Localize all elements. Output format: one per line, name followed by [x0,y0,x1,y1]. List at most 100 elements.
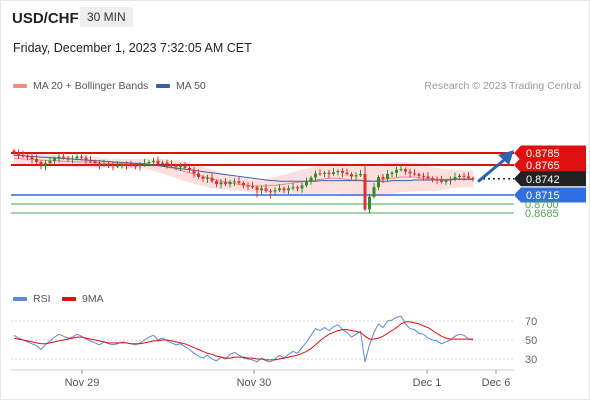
rsi-tick-1: 50 [525,335,537,347]
candle-body-4 [30,157,34,159]
price-level-label-5: 0.8685 [525,208,559,220]
candle-body-82 [381,177,385,179]
candle-body-32 [156,160,160,164]
candle-body-25 [125,164,128,166]
candle-body-91 [422,175,425,177]
candle-body-102 [471,178,475,180]
candle-body-67 [314,173,317,178]
price-level-box-2 [514,171,586,187]
candle-body-14 [75,156,79,159]
candle-body-96 [444,180,448,182]
candle-body-79 [368,196,371,210]
candle-body-11 [62,156,65,158]
price-level-label-2: 0.8742 [526,174,560,186]
price-level-label-4: 0.8700 [525,199,559,211]
price-level-box-3 [514,187,586,203]
candle-body-83 [386,174,389,179]
candle-body-35 [170,164,173,166]
candle-body-58 [273,190,277,192]
candle-body-31 [152,160,155,162]
candle-body-54 [255,187,259,191]
candle-body-46 [219,182,223,185]
ma20-label: MA 20 + Bollinger Bands [33,80,149,92]
candle-body-52 [246,185,250,187]
candle-body-21 [107,163,110,165]
candle-body-90 [417,174,421,176]
candle-body-88 [408,171,412,174]
price-level-box-0 [514,145,586,161]
candle-body-9 [53,158,56,161]
candle-body-5 [35,159,38,162]
chart-header: USD/CHF 30 MIN [0,0,590,36]
candle-body-68 [318,173,322,175]
candle-body-2 [21,154,25,156]
candle-body-71 [332,172,335,174]
candle-body-64 [300,185,304,189]
candle-body-10 [57,156,61,159]
candle-body-61 [287,188,290,191]
candle-body-17 [89,160,92,162]
timeframe-button[interactable]: 30 MIN [80,7,133,27]
candle-body-22 [111,165,115,167]
candle-body-26 [129,165,133,166]
candle-body-44 [210,177,214,182]
credit-label: Research © 2023 Trading Central [424,80,581,92]
candle-body-85 [395,169,398,173]
candle-body-8 [48,160,52,164]
candle-body-77 [359,174,362,176]
candle-body-87 [404,169,407,172]
candle-body-19 [98,163,101,165]
ma20-swatch [13,84,27,89]
candle-body-70 [327,172,331,174]
candle-body-42 [201,177,205,179]
symbol-label[interactable]: USD/CHF [12,10,79,27]
candle-body-0 [12,150,16,153]
candle-body-74 [345,172,349,174]
rsi-label: RSI [33,293,51,305]
candle-body-93 [431,178,434,180]
candle-body-13 [71,158,74,160]
price-level-label-0: 0.8785 [526,148,560,160]
candle-body-33 [161,162,164,164]
price-level-box-1 [514,157,586,173]
candle-body-23 [116,165,119,167]
projection-arrow-shaft [477,158,506,183]
candle-body-24 [120,164,124,166]
candle-body-7 [44,163,47,167]
candle-body-45 [215,181,218,185]
candle-body-56 [264,188,268,191]
projection-arrow-head [498,150,514,165]
candle-body-43 [206,177,209,179]
candle-body-94 [435,179,439,181]
candles [12,148,475,214]
candle-body-57 [269,190,272,192]
ma9-label: 9MA [82,293,104,305]
candle-body-80 [372,187,376,197]
candle-body-69 [323,172,326,174]
time-tick-label-3: Dec 6 [482,377,511,389]
price-level-label-3: 0.8715 [526,190,560,202]
candle-body-101 [467,176,470,179]
candle-body-28 [138,165,142,167]
candle-body-48 [228,181,232,185]
candle-body-18 [93,161,97,164]
legend-ma50: MA 50 [156,80,206,92]
time-tick-label-2: Dec 1 [413,377,442,389]
candle-body-41 [197,173,200,177]
candle-body-66 [309,177,313,182]
candle-body-72 [336,171,340,173]
candle-body-40 [192,169,196,174]
candle-body-75 [350,174,353,177]
candle-body-63 [296,187,299,189]
rsi-swatch [13,297,27,302]
ma9-swatch [62,297,76,302]
candle-body-51 [242,183,245,186]
candle-body-60 [282,188,286,191]
candle-body-27 [134,165,137,167]
legend-ma9: 9MA [62,293,104,305]
rsi-panel: 70 50 30 [11,315,537,366]
candle-body-53 [251,186,254,188]
candle-body-16 [84,157,88,161]
